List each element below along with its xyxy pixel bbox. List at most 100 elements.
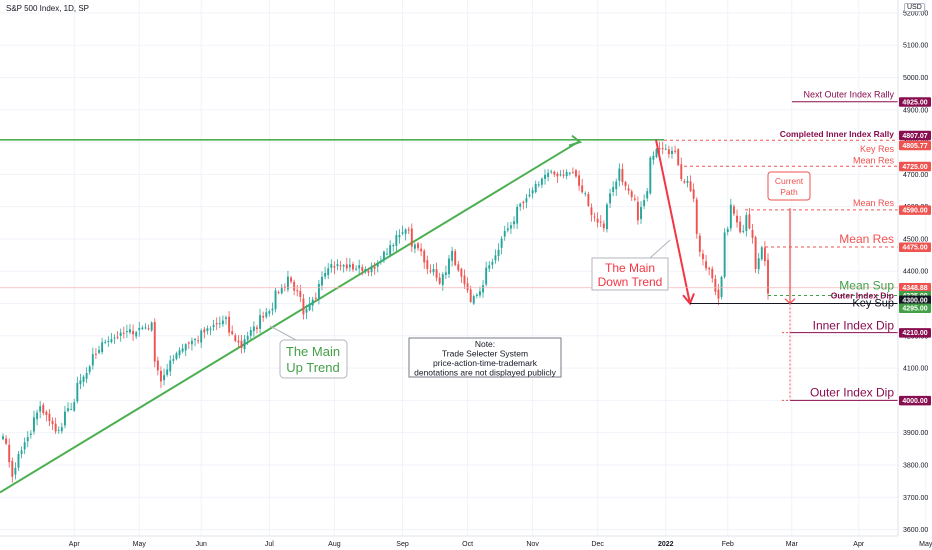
candle-body (506, 228, 509, 231)
candle-body (327, 268, 330, 276)
candle-body (82, 376, 85, 382)
up-trend-arrowhead (568, 134, 583, 147)
candle-body (429, 270, 432, 272)
price-tag (899, 282, 931, 293)
candle-body (166, 369, 169, 375)
candle-body (705, 261, 708, 269)
up-trend-callout-pointer (269, 325, 297, 341)
grid-lines (0, 0, 927, 536)
candle-body (8, 444, 11, 463)
main-down-trend-line (655, 139, 691, 304)
candle-body (122, 332, 125, 334)
time-tick-label: Jun (196, 541, 207, 548)
time-tick-label: Nov (526, 541, 539, 548)
candle-body (485, 267, 488, 285)
candle-body (466, 283, 469, 291)
label-inner-index-dip: Inner Index Dip (813, 319, 895, 333)
candle-body (330, 264, 333, 268)
candle-body (448, 258, 450, 275)
candle-body (299, 290, 302, 297)
candle-body (463, 275, 466, 285)
candle-body (76, 382, 79, 402)
note-line: price-action-time-trademark (433, 358, 538, 368)
candle-body (101, 342, 104, 353)
candle-body (392, 244, 395, 247)
candle-body (503, 230, 506, 237)
down-trend-callout (591, 257, 669, 291)
candle-body (652, 155, 655, 160)
candle-body (265, 312, 268, 317)
price-tick-label: 4100.00 (903, 366, 928, 373)
main-up-trend-line (0, 141, 579, 494)
price-axis[interactable]: 5200.005100.005000.004900.004800.004700.… (897, 0, 931, 536)
candle-body (150, 322, 153, 331)
candle-body (163, 375, 166, 381)
time-tick-label: Jul (265, 541, 274, 548)
price-tick-label: 5100.00 (903, 43, 928, 50)
candle-body (671, 150, 673, 155)
candle-body (680, 164, 683, 180)
candle-body (550, 171, 553, 173)
candle-body (14, 467, 17, 475)
candle-body (243, 339, 246, 350)
candle-body (748, 214, 751, 229)
candle-body (475, 294, 478, 297)
candle-body (259, 315, 262, 329)
candle-body (444, 272, 447, 275)
candle-body (438, 277, 441, 284)
candle-body (79, 380, 82, 385)
candle-body (627, 188, 630, 191)
candle-body (129, 329, 131, 333)
candle-body (221, 320, 224, 325)
candle-body (708, 267, 711, 270)
price-tag (899, 140, 931, 151)
candle-body (175, 353, 178, 360)
candle-body (54, 423, 57, 432)
price-tag-label: 4725.00 (902, 164, 927, 171)
chart-title: S&P 500 Index, 1D, SP (6, 4, 90, 13)
candle-body (178, 350, 181, 356)
price-tag-label: 4807.07 (902, 133, 927, 140)
candle-body (544, 174, 546, 179)
candle-body (147, 328, 150, 330)
candle-body (732, 206, 735, 214)
candle-body (571, 172, 574, 174)
candle-body (73, 402, 76, 411)
label-outer-index-dip-4325: Outer Index Dip (831, 290, 894, 300)
candle-body (509, 225, 512, 229)
candle-body (225, 317, 227, 319)
candle-body (63, 411, 66, 426)
note-box (408, 337, 562, 378)
candle-body (540, 178, 543, 185)
price-tag (899, 395, 931, 406)
candle-body (91, 354, 94, 366)
label-mean-sup: Mean Sup (839, 279, 894, 293)
time-tick-label: May (919, 541, 932, 548)
candle-body (695, 199, 698, 234)
price-tag (899, 242, 931, 253)
candle-body (754, 237, 757, 270)
candle-body (568, 172, 571, 174)
time-axis[interactable]: Apr May Jun Jul Aug Sep Oct Nov Dec 2022 Feb Mar Apr… (0, 535, 932, 548)
trend-lines (0, 134, 695, 494)
candle-body (537, 184, 540, 186)
candle-body (742, 230, 745, 232)
candle-body (584, 193, 587, 195)
candle-body (280, 287, 283, 294)
candle-body (321, 277, 323, 286)
label-outer-index-dip-4000: Outer Index Dip (810, 385, 894, 399)
candlesticks (2, 141, 769, 483)
label-key-res: Key Res (860, 144, 895, 154)
candle-body (562, 174, 565, 176)
candle-body (268, 311, 271, 314)
price-tag-label: 4295.00 (902, 306, 927, 313)
candle-body (702, 253, 704, 260)
candle-body (305, 309, 308, 313)
candle-body (553, 171, 556, 175)
price-tag (899, 205, 931, 215)
candle-body (169, 360, 172, 372)
candle-body (522, 201, 525, 204)
candle-body (482, 285, 485, 293)
